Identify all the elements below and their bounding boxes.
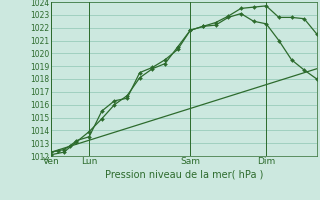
- X-axis label: Pression niveau de la mer( hPa ): Pression niveau de la mer( hPa ): [105, 169, 263, 179]
